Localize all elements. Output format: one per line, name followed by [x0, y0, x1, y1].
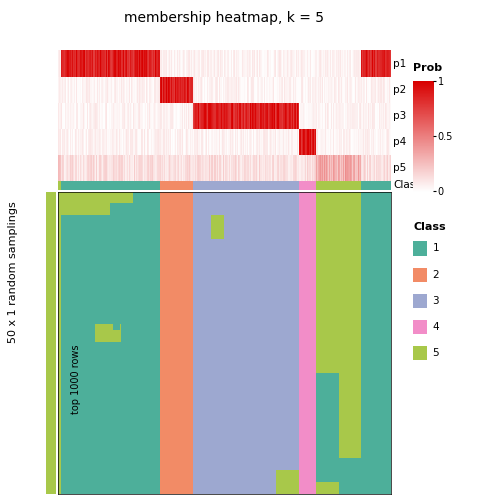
- Text: membership heatmap, k = 5: membership heatmap, k = 5: [124, 11, 324, 25]
- Text: p4: p4: [393, 137, 407, 147]
- Text: 4: 4: [432, 322, 439, 332]
- Text: p3: p3: [393, 111, 407, 121]
- Text: 1: 1: [432, 243, 439, 254]
- Text: p1: p1: [393, 58, 407, 69]
- Text: p5: p5: [393, 163, 407, 173]
- Text: Class: Class: [393, 180, 421, 191]
- Text: Class: Class: [413, 222, 446, 232]
- Text: top 1000 rows: top 1000 rows: [71, 344, 81, 414]
- Text: 5: 5: [432, 348, 439, 358]
- Text: p2: p2: [393, 85, 407, 95]
- Text: 3: 3: [432, 296, 439, 306]
- Text: 50 x 1 random samplings: 50 x 1 random samplings: [8, 201, 18, 343]
- Text: Prob: Prob: [413, 63, 443, 73]
- Text: 2: 2: [432, 270, 439, 280]
